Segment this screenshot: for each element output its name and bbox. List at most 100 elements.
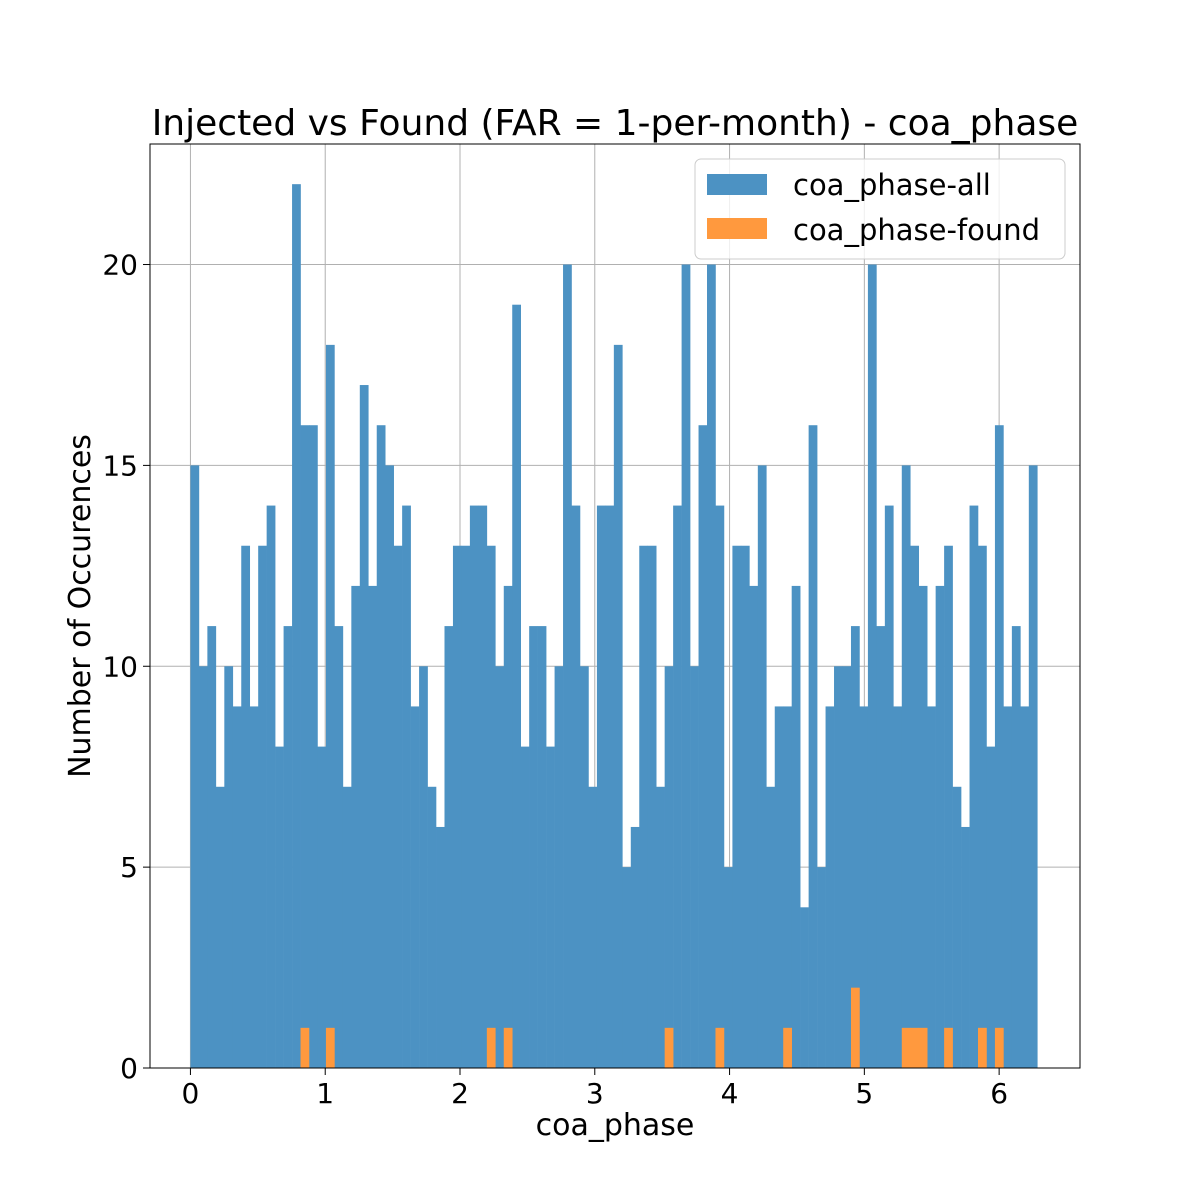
x-tick-label: 1 — [316, 1077, 334, 1110]
bar-found — [901, 1027, 911, 1068]
bar-all — [266, 505, 276, 1068]
bar-all — [563, 264, 572, 1068]
bar-all — [1028, 465, 1038, 1068]
bar-found — [715, 1027, 725, 1068]
bar-found — [994, 1027, 1004, 1068]
bar-all — [884, 505, 894, 1068]
bar-all — [952, 786, 962, 1068]
bar-all — [927, 706, 936, 1068]
bar-all — [867, 264, 877, 1068]
bar-all — [410, 706, 420, 1068]
bar-found — [486, 1027, 496, 1068]
bar-all — [495, 666, 505, 1068]
bar-all — [808, 425, 818, 1069]
bar-all — [232, 706, 242, 1068]
bar-all — [241, 545, 251, 1068]
bar-all — [317, 746, 327, 1068]
bar-all — [325, 344, 335, 1068]
bar-all — [994, 425, 1004, 1069]
bar-all — [978, 545, 987, 1068]
bar-all — [402, 505, 411, 1068]
legend-label-found: coa_phase-found — [793, 213, 1040, 247]
bar-all — [393, 545, 403, 1068]
bar-all — [461, 545, 471, 1068]
bar-all — [351, 585, 361, 1068]
bar-all — [1003, 706, 1013, 1068]
y-axis-label: Number of Occurences — [63, 434, 98, 778]
bar-all — [893, 706, 903, 1068]
bar-all — [452, 545, 462, 1068]
bar-all — [630, 826, 640, 1068]
bar-all — [681, 264, 691, 1068]
bar-all — [546, 746, 555, 1068]
x-axis: 0 1 2 3 4 5 6 — [182, 1068, 1008, 1110]
bar-all — [825, 706, 835, 1068]
bar-all — [715, 505, 725, 1068]
bar-all — [198, 666, 208, 1068]
bar-all — [749, 585, 759, 1068]
series-found-bars — [300, 987, 1004, 1068]
bar-all — [817, 867, 826, 1068]
bar-all — [215, 786, 225, 1068]
bar-all — [275, 746, 284, 1068]
bar-all — [537, 626, 547, 1068]
bar-all — [944, 545, 953, 1068]
x-tick-label: 6 — [990, 1077, 1008, 1110]
bar-all — [690, 666, 699, 1068]
bar-all — [842, 666, 852, 1068]
bar-all — [673, 505, 682, 1068]
bar-all — [1011, 626, 1021, 1068]
bar-all — [876, 626, 886, 1068]
bar-all — [656, 786, 665, 1068]
bar-all — [918, 585, 928, 1068]
x-axis-label: coa_phase — [536, 1108, 695, 1143]
bar-all — [554, 666, 564, 1068]
bar-all — [596, 505, 606, 1068]
bar-all — [308, 425, 318, 1069]
bar-all — [190, 465, 200, 1068]
y-tick-label: 20 — [102, 249, 138, 282]
bar-all — [512, 304, 521, 1068]
bar-all — [520, 746, 530, 1068]
bar-all — [579, 666, 589, 1068]
bar-all — [376, 425, 386, 1069]
bar-all — [469, 505, 479, 1068]
bar-found — [944, 1027, 953, 1068]
bar-all — [986, 746, 996, 1068]
bar-all — [368, 585, 378, 1068]
bar-all — [961, 826, 970, 1068]
bar-all — [444, 626, 454, 1068]
bar-all — [334, 626, 344, 1068]
bar-all — [207, 626, 217, 1068]
bar-all — [571, 505, 581, 1068]
y-tick-label: 0 — [120, 1052, 138, 1085]
bar-all — [342, 786, 352, 1068]
bar-all — [1020, 706, 1030, 1068]
x-tick-label: 2 — [451, 1077, 469, 1110]
x-tick-label: 3 — [586, 1077, 604, 1110]
bar-all — [647, 545, 657, 1068]
bar-all — [969, 505, 979, 1068]
bar-found — [850, 987, 860, 1068]
bar-all — [783, 706, 792, 1068]
bar-found — [300, 1027, 310, 1068]
legend: coa_phase-all coa_phase-found — [694, 158, 1066, 260]
bar-all — [503, 585, 513, 1068]
bar-all — [834, 666, 843, 1068]
bar-all — [664, 666, 674, 1068]
bar-all — [639, 545, 649, 1068]
chart-title: Injected vs Found (FAR = 1-per-month) - … — [152, 103, 1079, 144]
bar-all — [300, 425, 310, 1069]
bar-all — [224, 666, 234, 1068]
bar-all — [258, 545, 267, 1068]
bar-all — [774, 706, 784, 1068]
bar-all — [707, 264, 716, 1068]
bar-all — [283, 626, 293, 1068]
bar-all — [385, 465, 394, 1068]
y-tick-label: 10 — [102, 650, 138, 683]
bar-found — [664, 1027, 674, 1068]
bar-all — [419, 666, 428, 1068]
plot-frame — [149, 143, 1081, 1069]
